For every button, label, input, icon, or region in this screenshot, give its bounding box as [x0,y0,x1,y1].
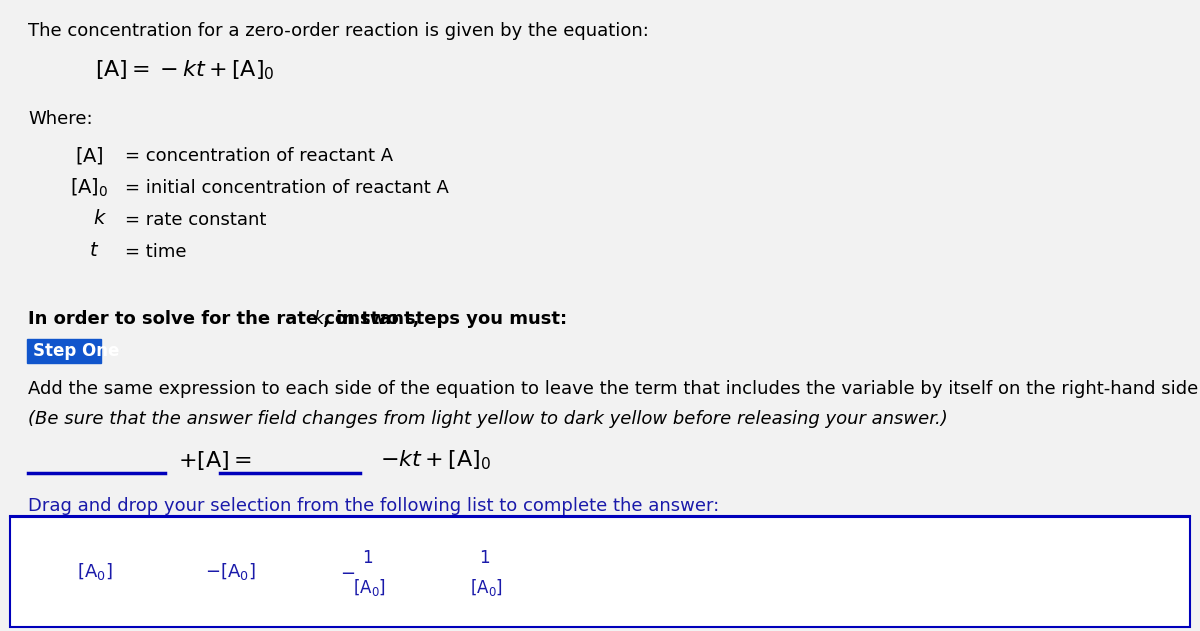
FancyBboxPatch shape [10,517,1190,627]
Text: (Be sure that the answer field changes from light yellow to dark yellow before r: (Be sure that the answer field changes f… [28,410,948,428]
Text: $1$: $1$ [480,549,491,567]
Text: $-\mathit{k}\mathit{t} + [\mathrm{A}]_0$: $-\mathit{k}\mathit{t} + [\mathrm{A}]_0$ [380,448,491,472]
Text: $\mathit{k}$: $\mathit{k}$ [94,209,107,228]
Text: $+[\mathrm{A}] =$: $+[\mathrm{A}] =$ [178,449,252,471]
Text: $[\mathrm{A}_0]$: $[\mathrm{A}_0]$ [77,562,113,582]
Text: = initial concentration of reactant A: = initial concentration of reactant A [125,179,449,197]
Text: $[\mathrm{A}_0]$: $[\mathrm{A}_0]$ [354,577,386,598]
Text: $[\mathrm{A}]_0$: $[\mathrm{A}]_0$ [70,177,108,199]
Text: Drag and drop your selection from the following list to complete the answer:: Drag and drop your selection from the fo… [28,497,719,515]
Text: = time: = time [125,243,186,261]
Text: $-$: $-$ [341,563,355,581]
Text: $[\mathrm{A}_0]$: $[\mathrm{A}_0]$ [470,577,504,598]
Text: $-[\mathrm{A}_0]$: $-[\mathrm{A}_0]$ [205,562,256,582]
Text: $\mathit{t}$: $\mathit{t}$ [89,241,100,260]
Text: = rate constant: = rate constant [125,211,266,229]
Text: $[\mathrm{A}]$: $[\mathrm{A}]$ [74,145,104,166]
Text: $1$: $1$ [362,549,373,567]
Text: , in two steps you must:: , in two steps you must: [323,310,568,328]
Text: Add the same expression to each side of the equation to leave the term that incl: Add the same expression to each side of … [28,380,1200,398]
Text: $[\mathrm{A}] = -\mathit{k}\mathit{t} + [\mathrm{A}]_0$: $[\mathrm{A}] = -\mathit{k}\mathit{t} + … [95,58,275,81]
Text: = concentration of reactant A: = concentration of reactant A [125,147,394,165]
Text: $\mathit{k}$: $\mathit{k}$ [313,310,326,328]
FancyBboxPatch shape [28,339,101,363]
Text: Step One: Step One [34,342,119,360]
Text: The concentration for a zero-order reaction is given by the equation:: The concentration for a zero-order react… [28,22,649,40]
Text: Where:: Where: [28,110,92,128]
Text: In order to solve for the rate constant,: In order to solve for the rate constant, [28,310,426,328]
